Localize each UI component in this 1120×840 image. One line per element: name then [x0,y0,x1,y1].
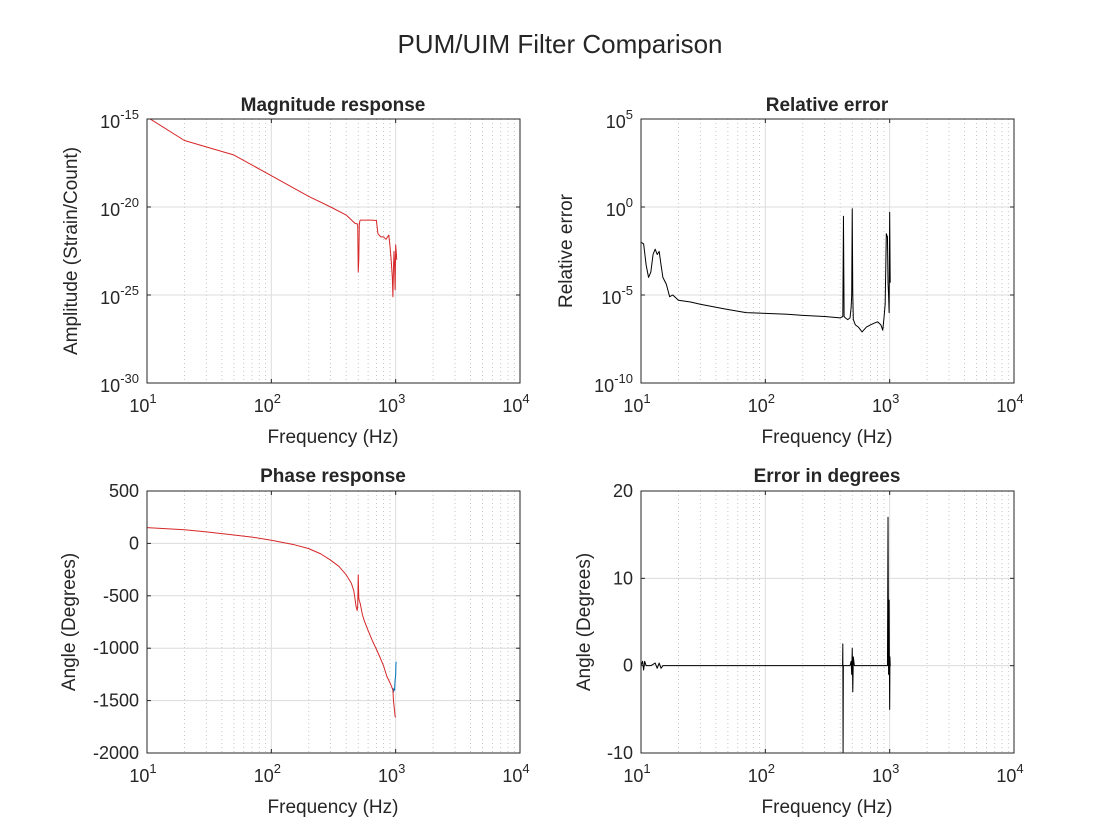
x-tick-label: 102 [748,391,775,416]
x-tick-label: 103 [872,391,899,416]
series-line-0 [641,208,891,333]
y-tick-label: -2000 [93,743,139,763]
y-tick-label: 0 [623,656,633,676]
y-tick-label: 10-30 [100,371,139,396]
series-line-0 [641,516,891,753]
x-tick-label: 101 [623,761,650,786]
y-tick-label: 105 [606,107,633,132]
panel-title: Magnitude response [241,95,426,116]
series-group [641,208,891,333]
x-tick-label: 102 [748,761,775,786]
y-tick-label: 500 [109,481,139,501]
y-tick-label: -10 [607,743,633,763]
panel-title: Phase response [260,466,406,487]
x-tick-label: 104 [502,391,529,416]
figure-title: PUM/UIM Filter Comparison [397,29,722,59]
axes-box [146,118,521,384]
y-tick-label: 10-15 [100,107,139,132]
panel-phase-response: Phase response Frequency (Hz) Angle (Deg… [59,466,530,818]
plot-area [147,491,520,753]
panel-title: Error in degrees [754,466,901,487]
panel-error-in-degrees: Error in degrees Frequency (Hz) Angle (D… [574,466,1024,818]
axes-box [640,118,1015,384]
y-tick-label: 10-5 [601,283,633,308]
y-tick-label: -500 [103,586,139,606]
y-axis-label: Angle (Degrees) [574,553,595,691]
panel-title: Relative error [766,95,889,116]
x-tick-label: 104 [996,761,1023,786]
x-axis-label: Frequency (Hz) [762,797,893,818]
y-tick-label: 100 [606,195,633,220]
y-tick-label: 10-20 [100,195,139,220]
plot-area [147,119,520,383]
series-group [641,516,891,753]
panel-magnitude-response: Magnitude response Frequency (Hz) Amplit… [61,95,530,448]
x-tick-label: 101 [623,391,650,416]
x-tick-label: 104 [996,391,1023,416]
x-tick-label: 104 [502,761,529,786]
axes-box [640,490,1015,754]
x-axis-label: Frequency (Hz) [268,427,399,448]
y-tick-label: 0 [129,533,139,553]
panel-relative-error: Relative error Frequency (Hz) Relative e… [556,95,1024,448]
x-tick-label: 101 [129,761,156,786]
y-axis-label: Amplitude (Strain/Count) [61,147,82,355]
x-axis-label: Frequency (Hz) [268,797,399,818]
x-tick-label: 102 [254,391,281,416]
y-tick-label: 10 [613,568,633,588]
series-group [147,527,397,718]
y-axis-label: Relative error [556,193,577,308]
series-group [149,119,398,298]
series-line-0 [149,119,398,298]
x-tick-label: 102 [254,761,281,786]
x-tick-label: 103 [378,391,405,416]
y-tick-label: 20 [613,481,633,501]
y-axis-label: Angle (Degrees) [59,553,80,691]
series-line-1 [147,527,397,718]
y-tick-label: -1000 [93,638,139,658]
series-line-0 [392,661,397,693]
plot-area [641,119,1014,383]
plot-area [641,491,1014,753]
y-tick-label: 10-25 [100,283,139,308]
y-tick-label: 10-10 [594,371,633,396]
x-tick-label: 101 [129,391,156,416]
x-axis-label: Frequency (Hz) [762,427,893,448]
y-tick-label: -1500 [93,691,139,711]
axes-box [146,490,521,754]
x-tick-label: 103 [872,761,899,786]
x-tick-label: 103 [378,761,405,786]
